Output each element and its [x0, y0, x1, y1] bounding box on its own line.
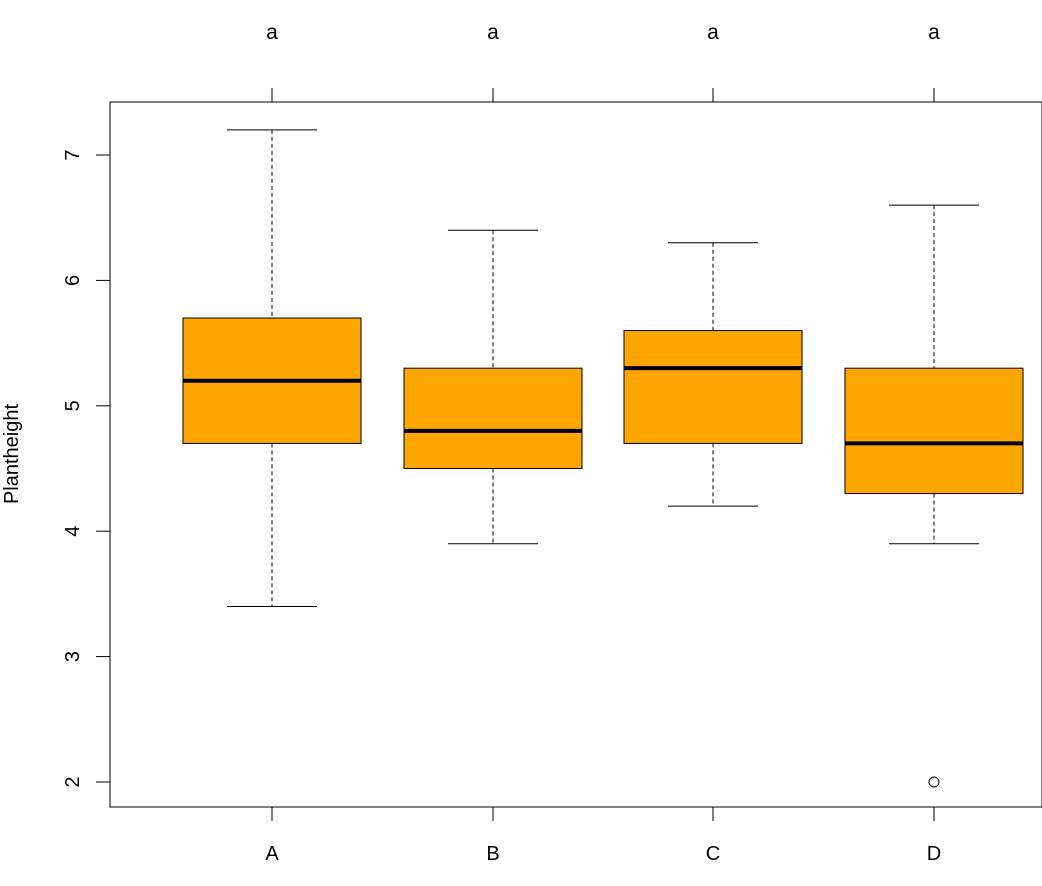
y-tick-label: 7: [62, 149, 84, 160]
significance-letter: a: [487, 21, 499, 44]
x-tick-label: B: [486, 843, 499, 865]
significance-letter: a: [266, 21, 278, 44]
outlier-point: [928, 776, 940, 788]
x-tick-label: C: [706, 843, 720, 865]
x-tick-label: D: [927, 843, 941, 865]
y-tick-label: 6: [62, 275, 84, 286]
significance-letter: a: [707, 21, 719, 44]
y-tick-label: 3: [62, 651, 84, 662]
boxes-layer: [182, 129, 1024, 788]
y-axis: 2 3 4 5 6 7: [62, 149, 111, 788]
significance-letter: a: [928, 21, 940, 44]
x-axis-bottom: A B C D: [265, 807, 941, 865]
x-tick-label: A: [265, 843, 279, 865]
box-iqr: [403, 367, 583, 469]
y-tick-label: 5: [62, 400, 84, 411]
box-iqr: [844, 367, 1024, 495]
y-axis-title: Plantheight: [1, 404, 23, 505]
box-iqr: [623, 330, 803, 444]
y-tick-label: 2: [62, 776, 84, 787]
y-tick-label: 4: [62, 526, 84, 537]
